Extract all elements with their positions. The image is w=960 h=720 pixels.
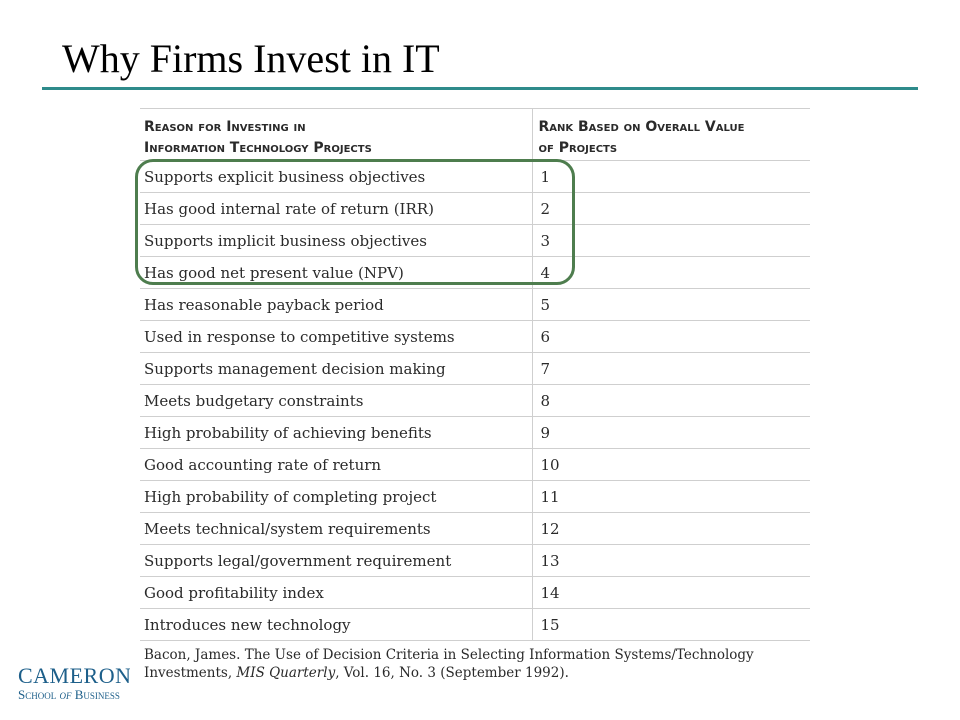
rank-cell: 1 xyxy=(531,160,810,193)
table-row: Good profitability index 14 xyxy=(140,576,810,609)
citation-details: , Vol. 16, No. 3 (September 1992). xyxy=(335,665,569,681)
reason-cell: Meets technical/system requirements xyxy=(140,512,532,545)
reason-cell: Supports management decision making xyxy=(140,352,532,385)
reason-header-line2: Information Technology Projects xyxy=(144,140,372,156)
rank-cell: 14 xyxy=(531,576,810,609)
table-row: Meets technical/system requirements 12 xyxy=(140,512,810,545)
table-row: Used in response to competitive systems 6 xyxy=(140,320,810,353)
table-row: Good accounting rate of return 10 xyxy=(140,448,810,481)
rank-cell: 2 xyxy=(531,192,810,225)
reason-cell: Supports legal/government requirement xyxy=(140,544,532,577)
reason-cell: Meets budgetary constraints xyxy=(140,384,532,417)
rank-cell: 8 xyxy=(531,384,810,417)
table-row: Supports implicit business objectives 3 xyxy=(140,224,810,257)
rank-header-line1: Rank Based on Overall Value xyxy=(538,119,745,135)
rank-cell: 10 xyxy=(531,448,810,481)
reason-column-header: Reason for Investing in Information Tech… xyxy=(140,108,532,161)
table-row: Has reasonable payback period 5 xyxy=(140,288,810,321)
table-row: Supports legal/government requirement 13 xyxy=(140,544,810,577)
reason-cell: Has reasonable payback period xyxy=(140,288,532,321)
slide-title: Why Firms Invest in IT xyxy=(62,36,440,81)
citation-text: Bacon, James. The Use of Decision Criter… xyxy=(144,647,754,681)
logo-school-pre: School xyxy=(18,687,60,702)
reason-cell: Used in response to competitive systems xyxy=(140,320,532,353)
cameron-school-logo: CAMERON School of Business xyxy=(18,665,130,709)
rank-cell: 9 xyxy=(531,416,810,449)
rank-cell: 3 xyxy=(531,224,810,257)
logo-school-post: Business xyxy=(71,687,120,702)
rank-cell: 13 xyxy=(531,544,810,577)
rank-header-line2: of Projects xyxy=(538,140,618,156)
reason-cell: Supports implicit business objectives xyxy=(140,224,532,257)
rank-cell: 6 xyxy=(531,320,810,353)
decision-criteria-table: Reason for Investing in Information Tech… xyxy=(140,108,810,641)
reason-cell: High probability of achieving benefits xyxy=(140,416,532,449)
rank-cell: 12 xyxy=(531,512,810,545)
logo-school-of: of xyxy=(59,687,72,702)
table-row: Supports management decision making 7 xyxy=(140,352,810,385)
reason-cell: High probability of completing project xyxy=(140,480,532,513)
table-body: Supports explicit business objectives 1 Ha… xyxy=(140,160,810,641)
table-row: High probability of completing project 11 xyxy=(140,480,810,513)
rank-cell: 11 xyxy=(531,480,810,513)
top-four-highlight-box xyxy=(135,159,575,285)
table-row: Meets budgetary constraints 8 xyxy=(140,384,810,417)
citation-journal: MIS Quarterly xyxy=(236,665,336,681)
table-row: Introduces new technology 15 xyxy=(140,608,810,641)
table-row: High probability of achieving benefits 9 xyxy=(140,416,810,449)
criteria-table-container: Reason for Investing in Information Tech… xyxy=(140,108,810,641)
source-citation: Bacon, James. The Use of Decision Criter… xyxy=(144,646,804,682)
reason-cell: Introduces new technology xyxy=(140,608,532,641)
rank-cell: 7 xyxy=(531,352,810,385)
reason-cell: Good profitability index xyxy=(140,576,532,609)
rank-cell: 5 xyxy=(531,288,810,321)
rank-column-header: Rank Based on Overall Value of Projects xyxy=(531,108,810,161)
reason-header-line1: Reason for Investing in xyxy=(144,119,306,135)
reason-cell: Has good internal rate of return (IRR) xyxy=(140,192,532,225)
table-header-row: Reason for Investing in Information Tech… xyxy=(140,108,810,161)
table-row: Has good internal rate of return (IRR) 2 xyxy=(140,192,810,225)
reason-cell: Good accounting rate of return xyxy=(140,448,532,481)
logo-name: CAMERON xyxy=(18,665,130,688)
title-divider xyxy=(42,87,918,90)
rank-cell: 15 xyxy=(531,608,810,641)
rank-cell: 4 xyxy=(531,256,810,289)
logo-school-line: School of Business xyxy=(18,687,130,703)
